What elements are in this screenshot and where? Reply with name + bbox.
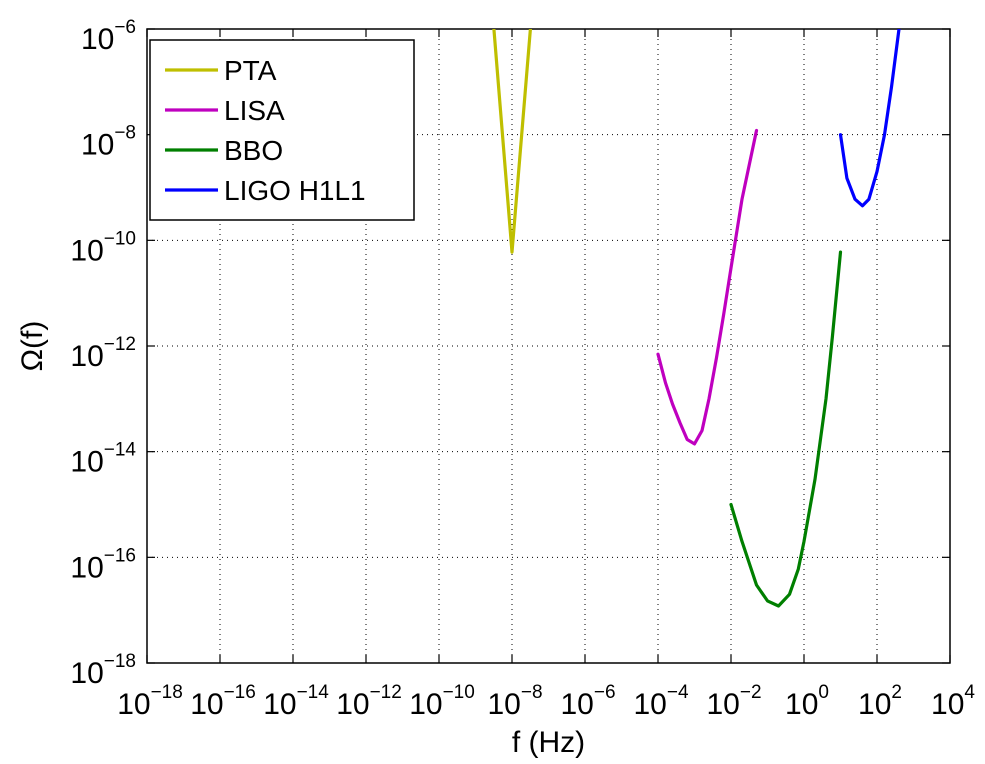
series-line-pta xyxy=(492,29,533,254)
series-line-bbo xyxy=(729,250,843,608)
y-tick-label: 10−16 xyxy=(70,545,136,584)
legend-label-pta: PTA xyxy=(224,55,277,86)
legend: PTA LISA BBO LIGO H1L1 xyxy=(149,39,415,221)
x-tick-label: 10−4 xyxy=(633,682,688,721)
series-line-ligo-h1l1 xyxy=(838,29,901,208)
x-tick-label: 10−14 xyxy=(263,682,329,721)
axis-ticks: 10−18 10−16 10−14 10−12 10−10 10−8 10−6 10−4 10−… xyxy=(70,17,975,721)
y-tick-label: 10−8 xyxy=(81,123,136,162)
y-tick-label: 10−18 xyxy=(70,651,136,690)
y-tick-label: 10−10 xyxy=(70,228,136,267)
x-tick-label: 10−12 xyxy=(336,682,402,721)
y-tick-label: 10−14 xyxy=(70,440,136,479)
x-tick-label: 10−18 xyxy=(117,682,183,721)
series-lines xyxy=(492,29,901,608)
x-tick-label: 10−10 xyxy=(409,682,475,721)
y-tick-label: 10−6 xyxy=(81,17,136,56)
x-tick-label: 10−2 xyxy=(706,682,761,721)
x-tick-label: 10−16 xyxy=(190,682,256,721)
x-axis-label: f (Hz) xyxy=(512,726,585,759)
x-tick-label: 100 xyxy=(785,682,829,721)
legend-label-ligo-h1l1: LIGO H1L1 xyxy=(224,175,366,206)
x-tick-label: 104 xyxy=(931,682,975,721)
x-tick-label: 102 xyxy=(858,682,902,721)
legend-label-bbo: BBO xyxy=(224,135,283,166)
y-tick-label: 10−12 xyxy=(70,334,136,373)
x-tick-label: 10−8 xyxy=(487,682,542,721)
legend-label-lisa: LISA xyxy=(224,95,285,126)
y-axis-label: Ω(f) xyxy=(16,321,49,372)
x-tick-label: 10−6 xyxy=(560,682,615,721)
series-line-lisa xyxy=(656,128,759,446)
